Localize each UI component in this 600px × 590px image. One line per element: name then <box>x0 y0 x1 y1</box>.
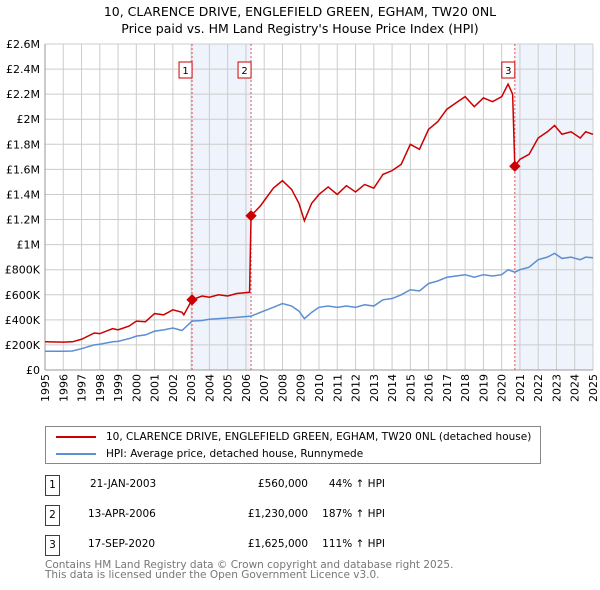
sale-label-box <box>501 61 516 79</box>
sale-label-box <box>178 61 193 79</box>
x-tick-label: 2020 <box>496 374 509 402</box>
y-tick-label: £1.2M <box>6 214 40 227</box>
table-row: 1 21-JAN-2003 £560,000 44% ↑ HPI <box>45 475 545 496</box>
x-tick-label: 1998 <box>94 374 107 402</box>
y-tick-label: £1.4M <box>6 188 40 201</box>
x-tick-label: 2016 <box>423 374 436 402</box>
x-tick-label: 2025 <box>587 374 600 402</box>
shaded-range <box>192 44 252 370</box>
plot-area: 1995 1996 1997 1998 1999 2000 2001 2002 2003 2004… <box>5 38 600 402</box>
x-tick-label: 2019 <box>477 374 490 402</box>
sale-label: 1 <box>182 66 188 77</box>
x-tick-label: 2005 <box>222 374 235 402</box>
x-tick-label: 1996 <box>57 374 70 402</box>
sale-price: £1,230,000 <box>247 508 308 520</box>
y-tick-label: £400K <box>5 314 41 327</box>
y-tick-label: £1M <box>17 239 41 252</box>
sale-label: 2 <box>241 66 247 77</box>
y-tick-label: £2M <box>17 113 41 126</box>
x-tick-label: 2003 <box>185 374 198 402</box>
series-line <box>44 82 594 343</box>
x-tick-label: 2004 <box>203 374 216 402</box>
sale-marker-badge: 3 <box>45 535 60 556</box>
shaded-range <box>514 44 593 370</box>
footer: Contains HM Land Registry data © Crown c… <box>45 559 454 581</box>
sale-point <box>186 294 198 306</box>
x-tick-label: 1995 <box>39 374 52 402</box>
y-tick-label: £800K <box>5 264 41 277</box>
y-tick-label: £1.8M <box>6 138 40 151</box>
footer-copyright: Contains HM Land Registry data © Crown c… <box>45 559 454 571</box>
y-tick-label: £200K <box>5 339 41 352</box>
y-tick-label: £2.4M <box>6 63 40 76</box>
x-tick-label: 2010 <box>313 374 326 402</box>
sale-point <box>509 160 521 172</box>
y-tick-label: £1.6M <box>6 163 40 176</box>
x-tick-label: 2023 <box>550 374 563 402</box>
sale-price: £1,625,000 <box>247 538 308 550</box>
legend-label-hpi: HPI: Average price, detached house, Runn… <box>106 448 364 460</box>
x-tick-label: 2002 <box>167 374 180 402</box>
x-tick-label: 2001 <box>149 374 162 402</box>
legend-label-property: 10, CLARENCE DRIVE, ENGLEFIELD GREEN, EG… <box>106 431 532 443</box>
table-row: 3 17-SEP-2020 £1,625,000 111% ↑ HPI <box>45 535 545 556</box>
sale-date: 13-APR-2006 <box>88 508 156 520</box>
x-tick-label: 2017 <box>441 374 454 402</box>
x-tick-label: 2008 <box>276 374 289 402</box>
sale-price: £560,000 <box>257 478 308 490</box>
sale-marker-badge: 2 <box>45 505 60 526</box>
x-tick-label: 2022 <box>532 374 545 402</box>
x-tick-label: 2024 <box>569 374 582 402</box>
sale-marker-badge: 1 <box>45 475 60 496</box>
x-tick-label: 2013 <box>368 374 381 402</box>
y-tick-label: £600K <box>5 289 41 302</box>
sale-hpi-change: 44% ↑ HPI <box>328 478 385 490</box>
x-tick-label: 2012 <box>350 374 363 402</box>
y-tick-label: £2.6M <box>6 38 40 51</box>
sale-label-box <box>237 61 252 79</box>
x-tick-label: 2021 <box>514 374 527 402</box>
x-tick-label: 1999 <box>112 374 125 402</box>
legend: 10, CLARENCE DRIVE, ENGLEFIELD GREEN, EG… <box>45 426 541 464</box>
sale-hpi-change: 111% ↑ HPI <box>322 538 385 550</box>
x-tick-label: 2014 <box>386 374 399 402</box>
table-row: 2 13-APR-2006 £1,230,000 187% ↑ HPI <box>45 505 545 526</box>
x-tick-label: 1997 <box>76 374 89 402</box>
x-tick-label: 2006 <box>240 374 253 402</box>
x-tick-label: 2018 <box>459 374 472 402</box>
y-tick-label: £2.2M <box>6 88 40 101</box>
sale-date: 21-JAN-2003 <box>90 478 157 490</box>
x-tick-label: 2007 <box>258 374 271 402</box>
sale-date: 17-SEP-2020 <box>88 538 156 550</box>
sale-point <box>245 210 257 222</box>
sale-hpi-change: 187% ↑ HPI <box>322 508 385 520</box>
chart-subtitle: Price paid vs. HM Land Registry's House … <box>121 21 479 36</box>
sale-label: 3 <box>505 66 511 77</box>
chart-title: 10, CLARENCE DRIVE, ENGLEFIELD GREEN, EG… <box>103 4 497 19</box>
footer-licence: This data is licensed under the Open Gov… <box>45 569 380 581</box>
x-tick-label: 2000 <box>130 374 143 402</box>
y-tick-label: £0 <box>26 364 40 377</box>
legend-swatch-property <box>56 436 96 438</box>
x-tick-label: 2011 <box>331 374 344 402</box>
series-line <box>45 252 594 352</box>
x-tick-label: 2015 <box>404 374 417 402</box>
x-tick-label: 2009 <box>295 374 308 402</box>
legend-swatch-hpi <box>56 453 96 455</box>
